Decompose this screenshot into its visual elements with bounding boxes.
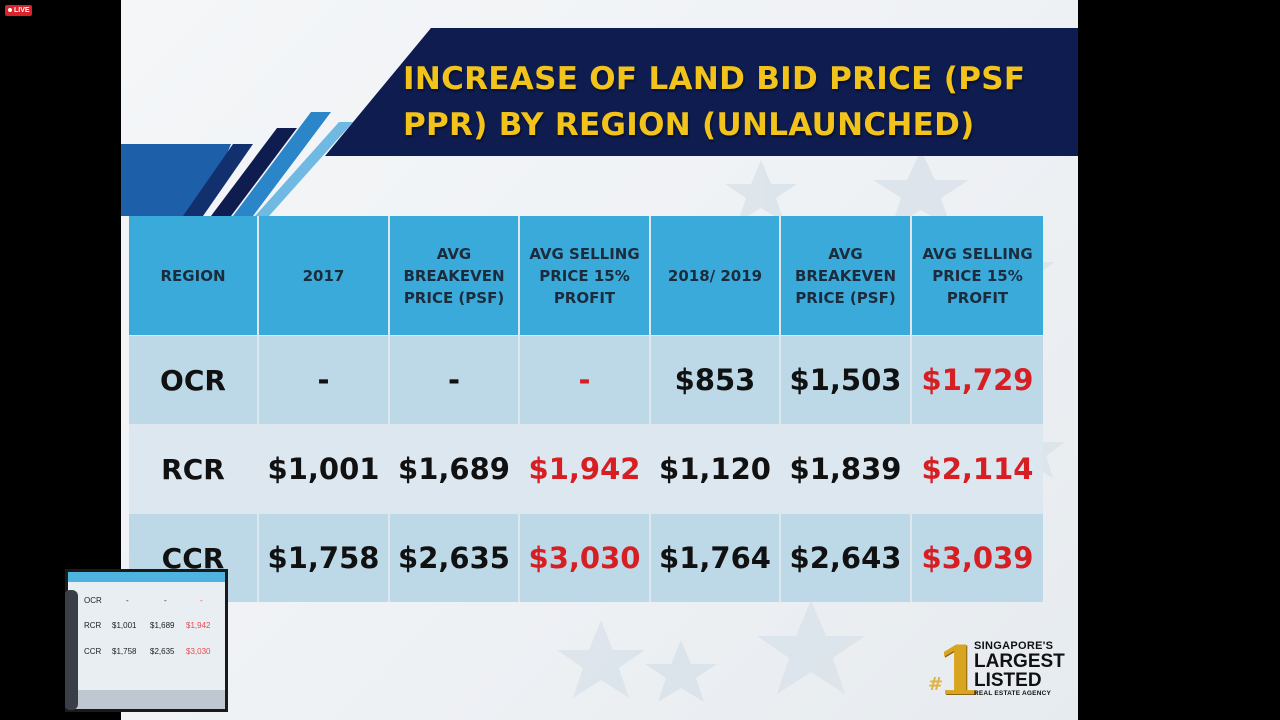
live-badge: LIVE xyxy=(5,5,32,16)
cell-value: $1,758 xyxy=(259,513,390,602)
table-header-row: REGION 2017 AVG BREAKEVEN PRICE (PSF) AV… xyxy=(129,216,1043,335)
logo-text: SINGAPORE'S LARGEST LISTED REAL ESTATE A… xyxy=(974,640,1065,698)
column-header-breakeven-2018: AVG BREAKEVEN PRICE (PSF) xyxy=(781,216,912,335)
column-header-2018-2019: 2018/ 2019 xyxy=(651,216,781,335)
presenter-silhouette xyxy=(65,590,78,710)
logo-line-3: LISTED xyxy=(974,670,1042,691)
decor-stripe-1 xyxy=(183,144,253,216)
camera-feed-cell: OCR xyxy=(84,596,102,605)
camera-feed-cell: $2,635 xyxy=(150,647,175,656)
cell-profit: $2,114 xyxy=(912,424,1043,513)
camera-feed-cell: - xyxy=(164,596,167,605)
cell-value: $1,689 xyxy=(390,424,520,513)
camera-feed-desk xyxy=(68,690,225,709)
column-header-selling-2017: AVG SELLING PRICE 15% PROFIT xyxy=(520,216,651,335)
cell-profit: $3,039 xyxy=(912,513,1043,602)
price-table: REGION 2017 AVG BREAKEVEN PRICE (PSF) AV… xyxy=(129,216,1043,602)
logo-line-4: REAL ESTATE AGENCY xyxy=(974,690,1052,697)
presentation-slide: INCREASE OF LAND BID PRICE (PSF PPR) BY … xyxy=(121,0,1078,720)
slide-background xyxy=(121,28,1078,702)
cell-value: $1,001 xyxy=(259,424,390,513)
cell-value: $1,764 xyxy=(651,513,781,602)
column-header-breakeven-2017: AVG BREAKEVEN PRICE (PSF) xyxy=(390,216,520,335)
camera-feed-cell: $3,030 xyxy=(186,647,211,656)
camera-feed-cell: - xyxy=(126,596,129,605)
camera-feed-cell: $1,758 xyxy=(112,647,137,656)
camera-feed-cell: $1,689 xyxy=(150,621,175,630)
camera-feed-table-header xyxy=(68,572,225,582)
table-row: OCR - - - $853 $1,503 $1,729 xyxy=(129,335,1043,424)
camera-feed-cell: - xyxy=(200,596,203,605)
live-label: LIVE xyxy=(14,7,30,14)
logo-line-1: SINGAPORE'S xyxy=(974,640,1054,652)
live-dot-icon xyxy=(8,8,12,12)
cell-value: $1,839 xyxy=(781,424,912,513)
logo-line-2: LARGEST xyxy=(974,651,1065,672)
camera-feed-row: CCR $1,758 $2,635 $3,030 xyxy=(68,639,225,663)
cell-profit: $1,729 xyxy=(912,335,1043,424)
title-banner xyxy=(325,28,1078,156)
camera-feed-view: OCR - - - RCR $1,001 $1,689 $1,942 CCR $… xyxy=(65,572,225,710)
cell-region: RCR xyxy=(129,424,259,513)
camera-feed-cell: $1,001 xyxy=(112,621,137,630)
cell-value: - xyxy=(259,335,390,424)
logo-hash: # xyxy=(928,674,944,695)
decor-stripe-2 xyxy=(211,128,297,216)
decor-stripe-3 xyxy=(233,112,331,216)
cell-value: $1,503 xyxy=(781,335,912,424)
column-header-selling-2018: AVG SELLING PRICE 15% PROFIT xyxy=(912,216,1043,335)
cell-value: - xyxy=(390,335,520,424)
camera-feed-cell: $1,942 xyxy=(186,621,211,630)
decor-stripe-4 xyxy=(255,122,353,216)
camera-feed-row: OCR - - - xyxy=(68,588,225,612)
cell-value: $1,120 xyxy=(651,424,781,513)
table-row: RCR $1,001 $1,689 $1,942 $1,120 $1,839 $… xyxy=(129,424,1043,513)
column-header-2017: 2017 xyxy=(259,216,390,335)
cell-region: OCR xyxy=(129,335,259,424)
cell-value: $853 xyxy=(651,335,781,424)
logo-number-one: 1 xyxy=(936,632,982,710)
camera-feed-cell: CCR xyxy=(84,647,102,656)
camera-feed-cell: RCR xyxy=(84,621,102,630)
cell-value: $2,643 xyxy=(781,513,912,602)
cell-profit: $1,942 xyxy=(520,424,651,513)
slide-title: INCREASE OF LAND BID PRICE (PSF PPR) BY … xyxy=(403,61,1026,143)
agency-logo: 1 # SINGAPORE'S LARGEST LISTED REAL ESTA… xyxy=(928,632,1065,710)
cell-profit: - xyxy=(520,335,651,424)
cell-value: $2,635 xyxy=(390,513,520,602)
camera-feed-overlay[interactable]: OCR - - - RCR $1,001 $1,689 $1,942 CCR $… xyxy=(65,569,228,712)
cell-profit: $3,030 xyxy=(520,513,651,602)
camera-feed-row: RCR $1,001 $1,689 $1,942 xyxy=(68,613,225,637)
table-row: CCR $1,758 $2,635 $3,030 $1,764 $2,643 $… xyxy=(129,513,1043,602)
column-header-region: REGION xyxy=(129,216,259,335)
